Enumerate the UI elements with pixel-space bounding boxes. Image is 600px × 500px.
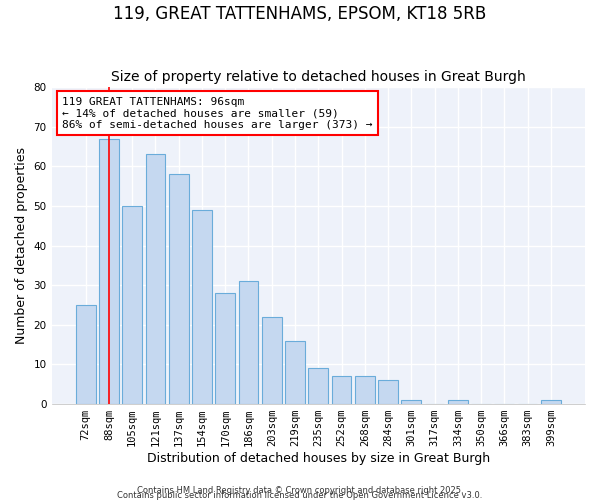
Text: 119, GREAT TATTENHAMS, EPSOM, KT18 5RB: 119, GREAT TATTENHAMS, EPSOM, KT18 5RB [113, 5, 487, 23]
X-axis label: Distribution of detached houses by size in Great Burgh: Distribution of detached houses by size … [147, 452, 490, 465]
Text: Contains HM Land Registry data © Crown copyright and database right 2025.: Contains HM Land Registry data © Crown c… [137, 486, 463, 495]
Bar [308, 368, 328, 404]
Text: Contains public sector information licensed under the Open Government Licence v3: Contains public sector information licen… [118, 490, 482, 500]
Bar [239, 281, 259, 404]
Bar [262, 317, 281, 404]
Title: Size of property relative to detached houses in Great Burgh: Size of property relative to detached ho… [111, 70, 526, 85]
Bar [378, 380, 398, 404]
Bar [169, 174, 188, 404]
Bar [448, 400, 468, 404]
Bar [541, 400, 561, 404]
Bar [215, 293, 235, 404]
Bar [99, 138, 119, 404]
Bar [285, 340, 305, 404]
Bar [401, 400, 421, 404]
Bar [355, 376, 374, 404]
Bar [146, 154, 166, 404]
Bar [76, 305, 95, 404]
Bar [332, 376, 352, 404]
Y-axis label: Number of detached properties: Number of detached properties [15, 147, 28, 344]
Bar [192, 210, 212, 404]
Text: 119 GREAT TATTENHAMS: 96sqm
← 14% of detached houses are smaller (59)
86% of sem: 119 GREAT TATTENHAMS: 96sqm ← 14% of det… [62, 96, 373, 130]
Bar [122, 206, 142, 404]
